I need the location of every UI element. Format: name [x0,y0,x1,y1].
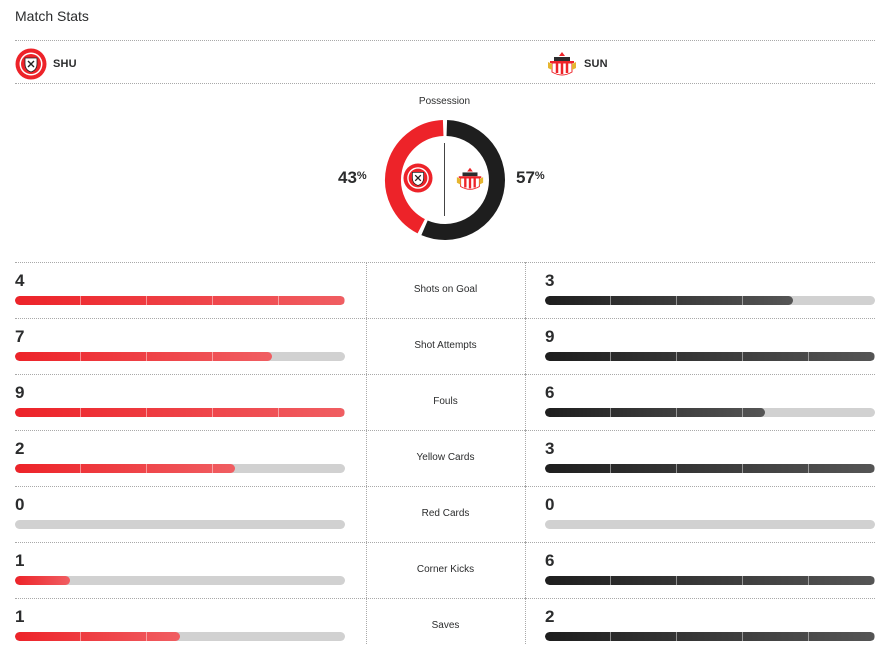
possession-donut [385,120,505,240]
home-stat-value: 1 [15,607,25,626]
away-stat-bar-fill [545,352,875,361]
away-stat-bar-fill [545,296,793,305]
away-stat-bar-fill [545,576,875,585]
home-stat-bar [15,632,345,641]
sun-crest-icon [548,52,576,76]
home-stat-bar-fill [15,632,180,641]
away-stat-value: 9 [545,327,555,346]
away-stat-bar-fill [545,632,875,641]
stat-name: Shot Attempts [414,340,477,351]
away-stat-value: 2 [545,607,555,626]
stat-name: Red Cards [421,508,470,519]
stat-row: 7 Shot Attempts 9 [15,318,875,374]
home-stat-bar-fill [15,576,71,585]
stat-name: Shots on Goal [413,284,478,295]
stat-row: 9 Fouls 6 [15,374,875,430]
divider [15,40,875,41]
stat-row: 1 Corner Kicks 6 [15,542,875,598]
home-stat-bar [15,464,345,473]
home-stat-bar [15,408,345,417]
stat-row: 1 Saves 2 [15,598,875,645]
divider [15,318,875,319]
divider [366,430,367,486]
stat-name: Saves [431,620,460,631]
divider [525,430,526,486]
divider [525,374,526,430]
away-stat-value: 6 [545,551,555,570]
home-stat-bar [15,520,345,529]
home-stat-value: 0 [15,495,25,514]
away-team[interactable]: SUN [546,48,608,80]
home-stat-bar [15,296,345,305]
divider [525,542,526,598]
away-stat-value: 0 [545,495,555,514]
divider [366,262,367,318]
away-stat-bar [545,576,875,585]
away-stat-bar [545,632,875,641]
home-stat-bar-fill [15,464,236,473]
shu-crest-icon [15,48,47,80]
donut-divider [444,143,445,216]
stat-row: 2 Yellow Cards 3 [15,430,875,486]
stat-row: 0 Red Cards 0 [15,486,875,542]
divider [366,542,367,598]
away-stat-bar [545,352,875,361]
home-stat-bar [15,352,345,361]
home-stat-value: 9 [15,383,25,402]
away-stat-value: 3 [545,271,555,290]
divider [366,486,367,542]
home-stat-bar-fill [15,352,272,361]
away-stat-value: 3 [545,439,555,458]
divider [525,318,526,374]
divider [15,598,875,599]
divider [366,598,367,645]
home-stat-bar-fill [15,296,345,305]
away-possession-pct: 57% [516,168,545,187]
stat-row: 4 Shots on Goal 3 [15,262,875,318]
away-possession-arc [421,120,505,240]
shu-crest-icon [403,163,433,193]
home-possession-arc [385,120,444,234]
home-team-abbr: SHU [53,58,77,70]
home-stat-value: 4 [15,271,25,290]
away-stat-bar [545,464,875,473]
away-stat-bar [545,520,875,529]
divider [15,374,875,375]
divider [366,318,367,374]
home-possession-pct: 43% [338,168,367,187]
divider [15,430,875,431]
divider [15,542,875,543]
home-stat-bar-fill [15,408,345,417]
home-stat-bar [15,576,345,585]
divider [15,83,875,84]
divider [366,374,367,430]
away-stat-bar [545,296,875,305]
divider [15,262,875,263]
stat-name: Yellow Cards [416,452,475,463]
away-stat-bar-fill [545,464,875,473]
home-stat-value: 1 [15,551,25,570]
possession-label: Possession [418,96,471,107]
home-team[interactable]: SHU [15,48,77,80]
page-title: Match Stats [15,8,89,24]
away-stat-bar-fill [545,408,766,417]
divider [525,262,526,318]
home-stat-value: 7 [15,327,25,346]
stat-name: Corner Kicks [416,564,475,575]
divider [525,598,526,645]
home-stat-value: 2 [15,439,25,458]
away-stat-bar [545,408,875,417]
stat-name: Fouls [433,396,458,407]
away-team-abbr: SUN [584,58,608,70]
divider [525,486,526,542]
sun-crest-icon [456,167,484,190]
divider [15,486,875,487]
away-stat-value: 6 [545,383,555,402]
